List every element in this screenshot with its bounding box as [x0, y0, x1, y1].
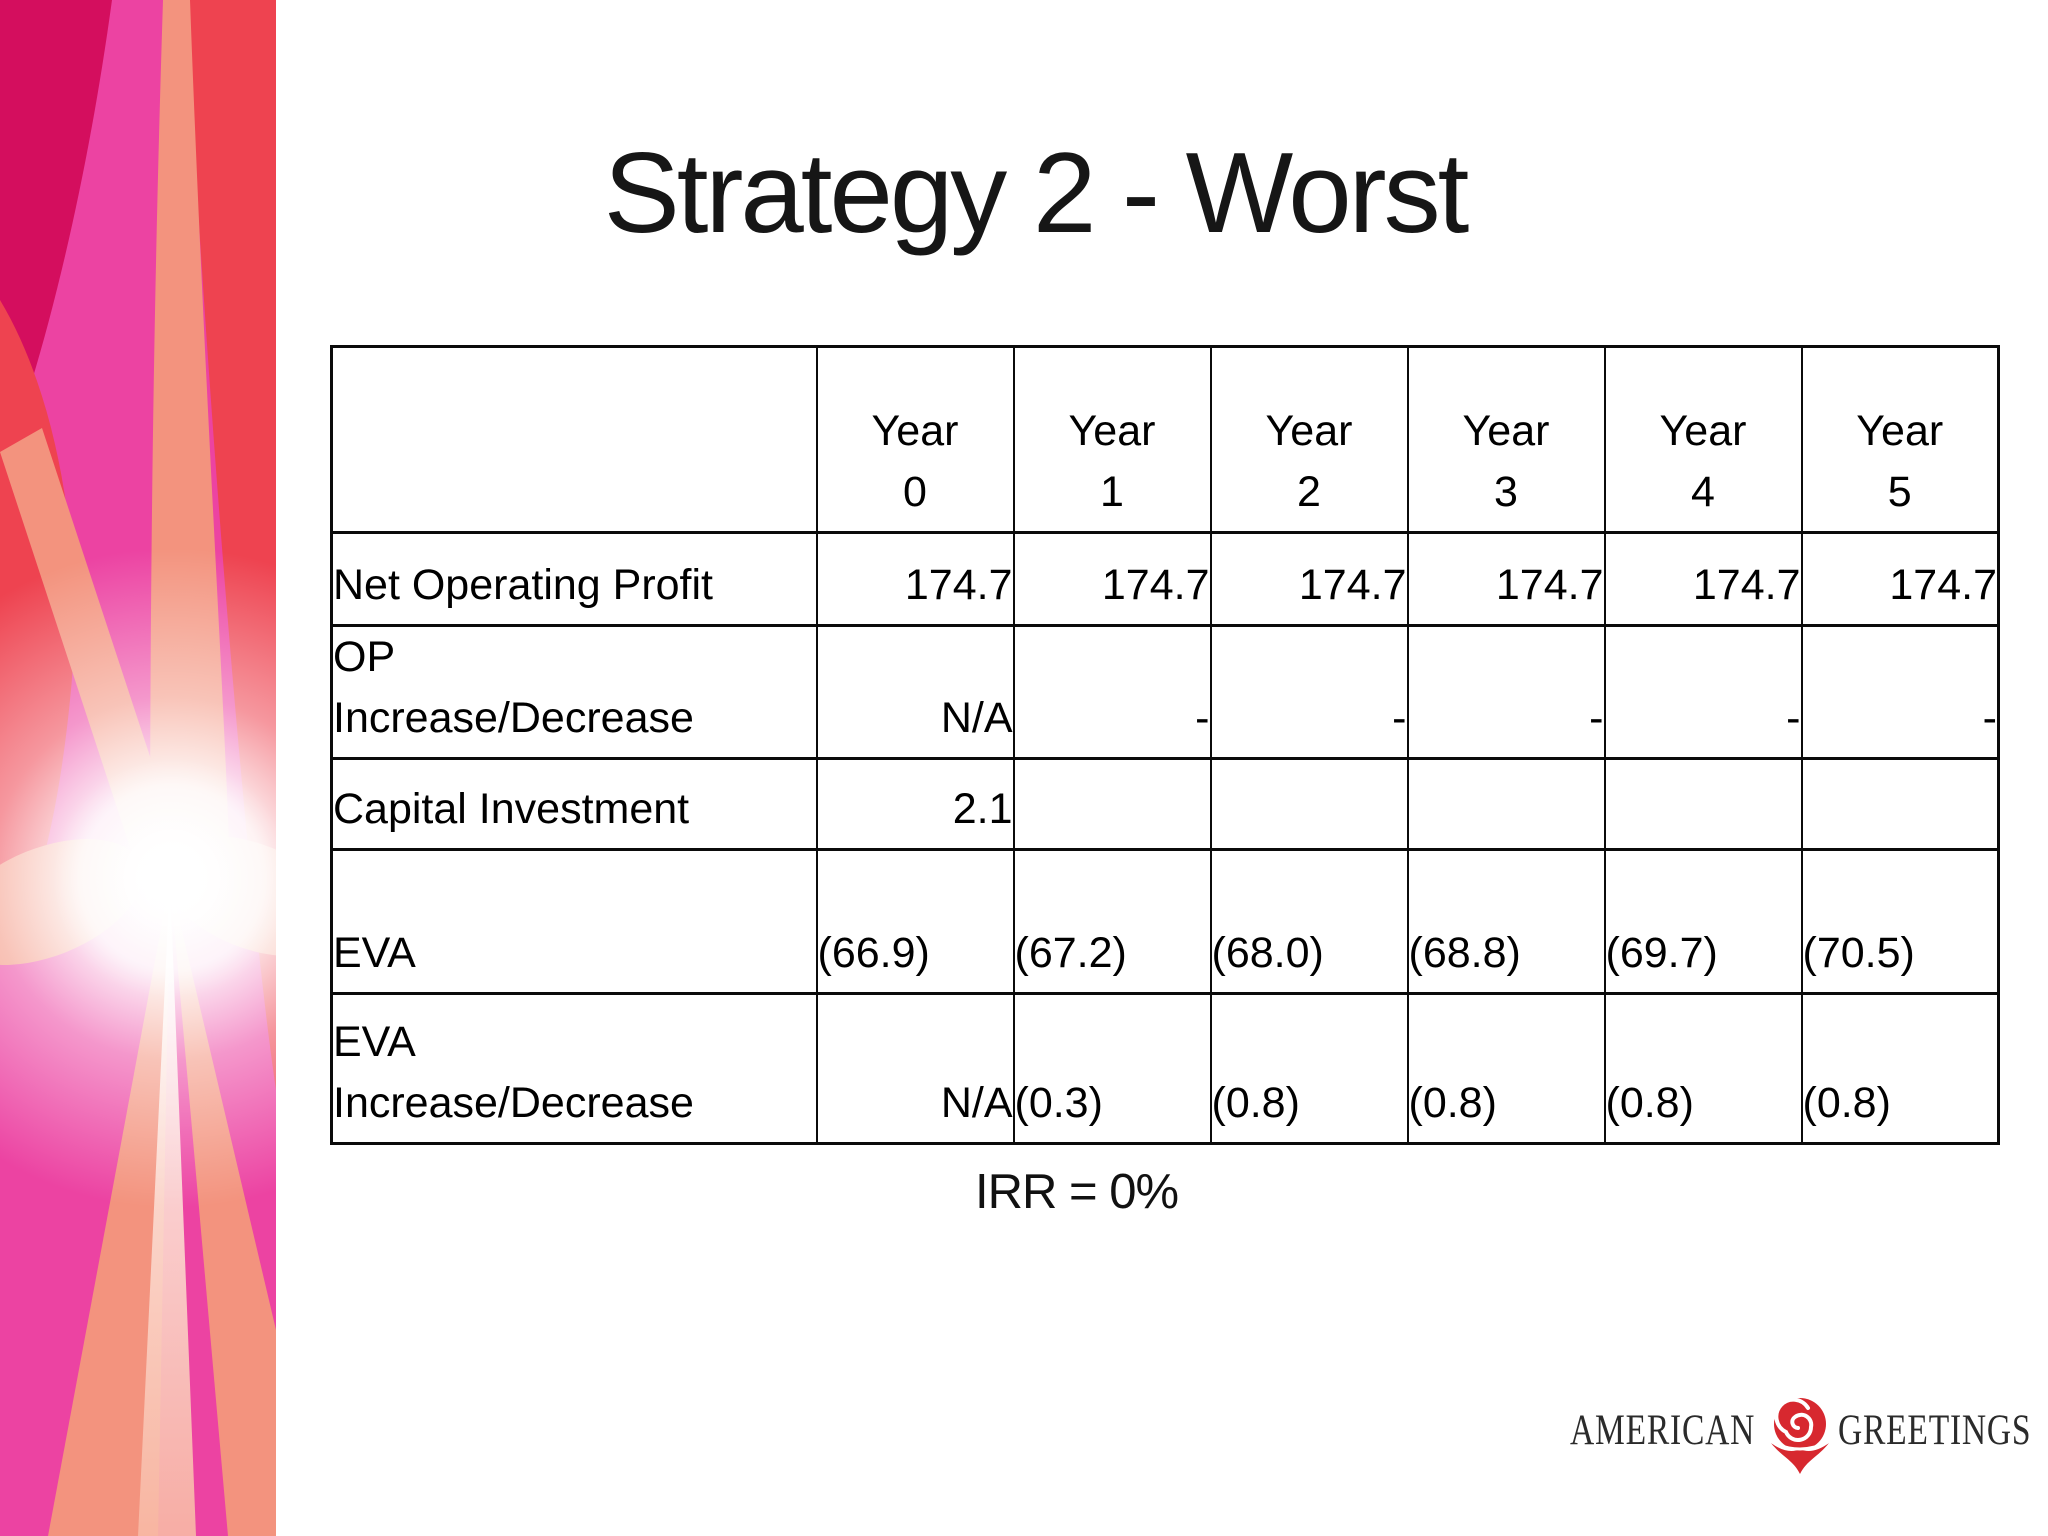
table-row-op-increase-decrease: OP Increase/Decrease N/A - - - - - [330, 623, 2000, 761]
year-number: 3 [1494, 467, 1518, 516]
table-cell: (0.3) [1012, 992, 1212, 1146]
table-cell: (0.8) [1800, 992, 2000, 1146]
year-number: 4 [1691, 467, 1715, 516]
table-cell: 174.7 [1603, 531, 1803, 627]
year-label: Year [1265, 406, 1353, 455]
strip-glow-core [52, 758, 276, 998]
strip-crimson-wedge [0, 0, 112, 475]
american-wordmark: AMERICAN [1570, 1407, 1756, 1454]
table-cell: (0.8) [1209, 992, 1409, 1146]
table-cell: - [1603, 623, 1803, 761]
row-label: Capital Investment [330, 757, 818, 852]
year-label: Year [1068, 406, 1156, 455]
irr-note: IRR = 0% [975, 1165, 1179, 1219]
table-cell: (70.5) [1800, 848, 2000, 996]
year-column-header-1: Year 1 [1012, 345, 1212, 534]
table-cell: - [1800, 623, 2000, 761]
table-row-eva-increase-decrease: EVA Increase/Decrease N/A (0.3) (0.8) (0… [330, 992, 2000, 1146]
table-cell: N/A [815, 623, 1015, 761]
table-cell: 174.7 [1209, 531, 1409, 627]
table-row-capital-investment: Capital Investment 2.1 [330, 757, 2000, 852]
year-column-header-4: Year 4 [1603, 345, 1803, 534]
table-cell: 174.7 [815, 531, 1015, 627]
row-label: Net Operating Profit [330, 531, 818, 627]
table-cell: - [1406, 623, 1606, 761]
header-row: Year 0 Year 1 Year 2 Year 3 Year 4 Year … [330, 345, 2000, 534]
year-label: Year [1462, 406, 1550, 455]
table-cell: 174.7 [1012, 531, 1212, 627]
year-label: Year [1856, 406, 1944, 455]
table-row-eva: EVA (66.9) (67.2) (68.0) (68.8) (69.7) (… [330, 848, 2000, 996]
table-corner-cell [330, 345, 818, 534]
year-column-header-3: Year 3 [1406, 345, 1606, 534]
table-cell: (67.2) [1012, 848, 1212, 996]
year-number: 5 [1887, 467, 1912, 516]
table-cell [1209, 757, 1409, 852]
table-cell: 174.7 [1406, 531, 1606, 627]
table-cell: (69.7) [1603, 848, 1803, 996]
year-column-header-2: Year 2 [1209, 345, 1409, 534]
table-cell [1800, 757, 2000, 852]
greetings-wordmark: GREETINGS [1838, 1407, 2032, 1454]
financial-table: Year 0 Year 1 Year 2 Year 3 Year 4 Year … [330, 345, 2000, 1146]
table-cell: (0.8) [1603, 992, 1803, 1146]
decorative-strip [0, 0, 276, 1536]
table-cell: (0.8) [1406, 992, 1606, 1146]
year-number: 1 [1100, 467, 1124, 516]
strip-bottom-beam [138, 880, 196, 1536]
table-cell: - [1209, 623, 1409, 761]
page-title: Strategy 2 - Worst [603, 130, 1470, 257]
year-label: Year [1659, 406, 1747, 455]
table-row-net-operating-profit: Net Operating Profit 174.7 174.7 174.7 1… [330, 531, 2000, 627]
year-column-header-5: Year 5 [1800, 345, 2000, 534]
table-cell: 174.7 [1800, 531, 2000, 627]
table-cell: (68.8) [1406, 848, 1606, 996]
table-cell: (68.0) [1209, 848, 1409, 996]
table-cell [1406, 757, 1606, 852]
year-label: Year [871, 406, 959, 455]
table-cell [1012, 757, 1212, 852]
table-cell [1603, 757, 1803, 852]
rose-icon [1771, 1397, 1829, 1474]
row-label: OP Increase/Decrease [330, 623, 818, 761]
year-number: 2 [1297, 467, 1321, 516]
table-cell: - [1012, 623, 1212, 761]
table-cell: (66.9) [815, 848, 1015, 996]
year-number: 0 [903, 467, 927, 516]
row-label: EVA Increase/Decrease [330, 992, 818, 1146]
table-cell: 2.1 [815, 757, 1015, 852]
row-label: EVA [330, 848, 818, 996]
year-column-header-0: Year 0 [815, 345, 1015, 534]
table-cell: N/A [815, 992, 1015, 1146]
